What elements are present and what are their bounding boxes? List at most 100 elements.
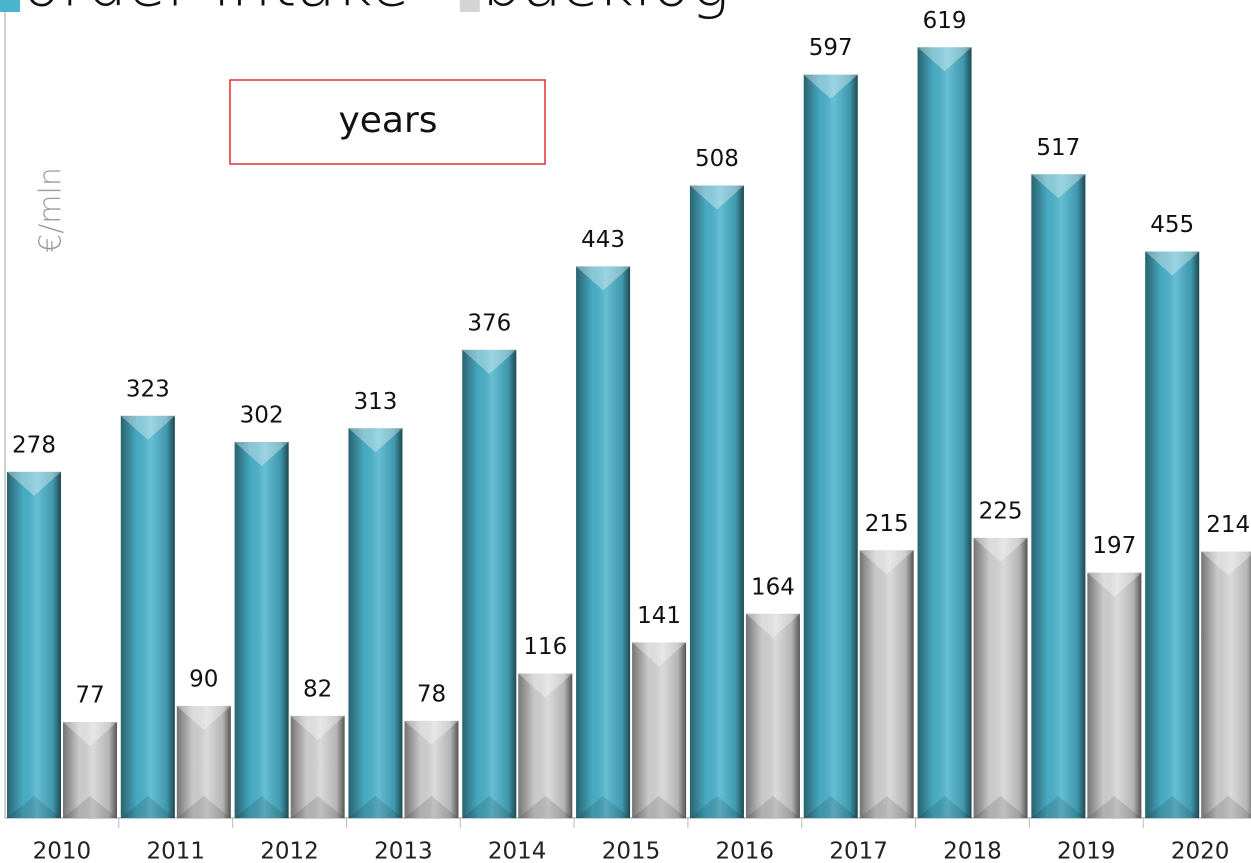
legend-swatch: [0, 0, 20, 12]
value-label: 197: [1092, 533, 1136, 559]
bar-shade: [63, 722, 117, 818]
bar-foot: [404, 796, 459, 818]
bar-shade: [689, 185, 744, 818]
bar-foot: [1087, 796, 1142, 818]
bar-shade: [176, 705, 231, 818]
value-label: 443: [581, 227, 625, 253]
x-tick-label: 2010: [33, 839, 92, 863]
value-label: 225: [979, 498, 1023, 524]
value-label: 323: [126, 376, 170, 402]
bar-shade: [120, 415, 175, 818]
x-tick-label: 2012: [260, 839, 319, 863]
bar-cap: [576, 266, 631, 291]
bar-shade: [1145, 251, 1200, 819]
bar-foot: [290, 796, 345, 818]
bar-shade: [917, 47, 972, 819]
bar-foot: [63, 796, 117, 818]
bar-shade: [348, 428, 403, 818]
bar-foot: [234, 796, 289, 818]
value-label: 164: [751, 574, 795, 600]
bar-cap: [973, 537, 1028, 562]
bar-foot: [632, 796, 687, 818]
bar-foot: [348, 796, 403, 818]
value-label: 215: [865, 511, 909, 537]
bar-cap: [917, 47, 972, 72]
bar-cap: [234, 441, 289, 466]
bar-cap: [745, 613, 800, 638]
value-label: 214: [1206, 512, 1250, 538]
x-tick-label: 2018: [943, 839, 1002, 863]
bar-foot: [7, 796, 61, 818]
value-label: 597: [809, 35, 853, 61]
bar-cap: [290, 715, 345, 740]
bar-shade: [290, 715, 345, 818]
annotation: years: [338, 100, 437, 141]
bar-shade: [1201, 551, 1251, 818]
bar-foot: [1031, 796, 1086, 818]
bar-cap: [632, 642, 687, 667]
annotation-box: [229, 79, 546, 165]
bar-foot: [917, 796, 972, 818]
bar-foot: [859, 796, 914, 818]
x-tick-label: 2016: [716, 839, 775, 863]
bar-cap: [1031, 174, 1086, 199]
value-label: 77: [75, 683, 104, 709]
bar-foot: [518, 796, 573, 818]
legend-label: order intake: [22, 0, 410, 22]
bar-cap: [1201, 551, 1251, 576]
bar-cap: [63, 722, 117, 747]
legend-swatch: [459, 0, 480, 12]
bar-shade: [576, 266, 631, 818]
bar-shade: [462, 349, 517, 818]
value-label: 116: [523, 634, 567, 660]
value-label: 141: [637, 603, 681, 629]
value-label: 278: [12, 432, 56, 458]
bar-shade: [859, 550, 914, 818]
value-label: 78: [417, 681, 446, 707]
value-label: 376: [467, 310, 511, 336]
value-label: 619: [923, 8, 967, 34]
bar-cap: [348, 428, 403, 453]
value-label: 517: [1036, 135, 1080, 161]
bar-shade: [632, 642, 687, 818]
x-tick-label: 2015: [602, 839, 661, 863]
bar-cap: [7, 471, 61, 496]
bar-shade: [745, 613, 800, 818]
x-tick-label: 2011: [146, 839, 205, 863]
bar-cap: [689, 185, 744, 210]
bar-foot: [120, 796, 175, 818]
value-label: 313: [354, 389, 398, 415]
x-tick-label: 2017: [829, 839, 888, 863]
value-label: 82: [303, 676, 332, 702]
bar-foot: [1145, 796, 1200, 818]
bar-shade: [404, 720, 459, 818]
value-label: 302: [240, 402, 284, 428]
bar-cap: [1087, 572, 1142, 597]
value-label: 508: [695, 146, 739, 172]
bar-foot: [745, 796, 800, 818]
bar-foot: [1201, 796, 1251, 818]
bar-shade: [973, 537, 1028, 818]
bar-foot: [576, 796, 631, 818]
bar-cap: [462, 349, 517, 374]
bar-shade: [1087, 572, 1142, 818]
bar-cap: [120, 415, 175, 440]
bar-foot: [689, 796, 744, 818]
x-tick-label: 2020: [1171, 839, 1230, 863]
bar-cap: [518, 673, 573, 698]
bar-shade: [234, 441, 289, 818]
bar-cap: [404, 720, 459, 745]
bar-shade: [1031, 174, 1086, 818]
bar-foot: [973, 796, 1028, 818]
x-tick-label: 2013: [374, 839, 433, 863]
value-label: 455: [1150, 212, 1194, 238]
value-label: 90: [189, 666, 218, 692]
bar-foot: [803, 796, 858, 818]
x-tick-label: 2014: [488, 839, 547, 863]
bar-foot: [176, 796, 231, 818]
bar-cap: [1145, 251, 1200, 276]
bar-shade: [7, 471, 61, 818]
bar-cap: [176, 705, 231, 730]
x-tick-label: 2019: [1057, 839, 1116, 863]
